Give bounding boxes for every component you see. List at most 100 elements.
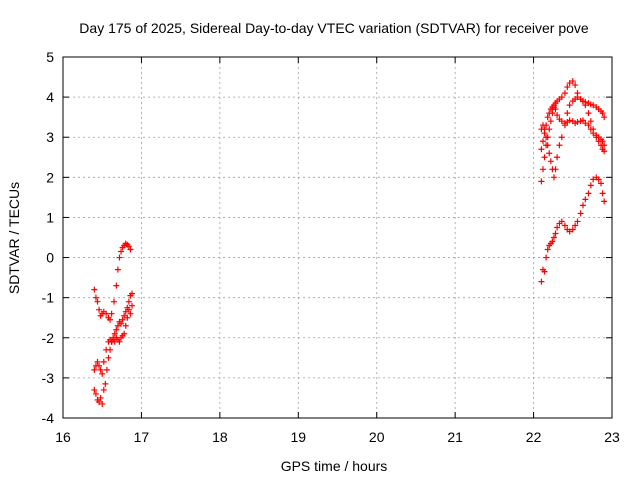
data-point	[96, 362, 103, 369]
data-point	[541, 154, 548, 161]
data-point	[97, 366, 104, 373]
data-point	[99, 400, 106, 407]
data-point	[585, 190, 592, 197]
data-point	[118, 320, 125, 327]
data-point	[561, 90, 568, 97]
x-tick-label: 16	[55, 429, 71, 445]
data-point	[102, 380, 109, 387]
y-tick-label: -3	[42, 370, 55, 386]
data-point	[574, 94, 581, 101]
data-point	[107, 316, 114, 323]
data-point	[127, 246, 134, 253]
data-point	[556, 142, 563, 149]
data-point	[539, 122, 546, 129]
data-point	[544, 114, 551, 121]
data-point	[601, 114, 608, 121]
data-point	[564, 110, 571, 117]
data-point	[572, 82, 579, 89]
data-point	[566, 80, 573, 87]
data-point	[99, 370, 106, 377]
data-point	[125, 243, 132, 250]
plot-frame	[62, 56, 613, 419]
data-point	[114, 266, 121, 273]
data-point	[92, 294, 99, 301]
data-point	[121, 330, 128, 337]
data-point	[125, 298, 132, 305]
data-point	[601, 148, 608, 155]
data-point	[552, 106, 559, 113]
data-point	[121, 312, 128, 319]
data-point	[564, 84, 571, 91]
data-point	[574, 118, 581, 125]
data-point	[577, 210, 584, 217]
data-point	[543, 254, 550, 261]
data-point	[590, 102, 597, 109]
data-point	[108, 310, 115, 317]
data-point	[103, 310, 110, 317]
data-point	[554, 154, 561, 161]
x-tick-label: 17	[134, 429, 150, 445]
data-point	[547, 118, 554, 125]
y-tick-label: 5	[46, 49, 54, 65]
data-point	[100, 358, 107, 365]
y-tick-label: 2	[46, 169, 54, 185]
x-axis-label: GPS time / hours	[281, 458, 388, 474]
x-tick-label: 22	[526, 429, 542, 445]
data-point	[110, 298, 117, 305]
chart-title: Day 175 of 2025, Sidereal Day-to-day VTE…	[79, 20, 589, 36]
data-point	[122, 322, 129, 329]
data-point	[105, 354, 112, 361]
data-point	[91, 286, 98, 293]
data-point	[129, 290, 136, 297]
data-point	[544, 246, 551, 253]
data-point	[127, 310, 134, 317]
data-point	[107, 346, 114, 353]
data-point	[116, 338, 123, 345]
data-point	[561, 122, 568, 129]
y-tick-label: 3	[46, 129, 54, 145]
data-point	[111, 330, 118, 337]
data-point	[539, 138, 546, 145]
data-point	[566, 228, 573, 235]
data-point	[541, 268, 548, 275]
data-point	[558, 218, 565, 225]
grid-lines	[63, 57, 612, 418]
data-point	[91, 386, 98, 393]
data-point	[96, 306, 103, 313]
data-point	[569, 226, 576, 233]
data-point	[122, 308, 129, 315]
data-point	[550, 102, 557, 109]
data-point	[587, 118, 594, 125]
data-point	[585, 122, 592, 129]
data-point	[92, 390, 99, 397]
data-point	[585, 110, 592, 117]
data-point	[544, 142, 551, 149]
data-point	[599, 110, 606, 117]
data-point	[590, 176, 597, 183]
data-point	[579, 202, 586, 209]
data-point	[599, 190, 606, 197]
data-point	[541, 126, 548, 133]
data-point	[601, 198, 608, 205]
data-point	[125, 306, 132, 313]
data-point	[558, 118, 565, 125]
y-tick-label: -4	[42, 410, 55, 426]
x-tick-label: 21	[447, 429, 463, 445]
data-point	[96, 398, 103, 405]
data-point	[598, 142, 605, 149]
data-point	[587, 182, 594, 189]
data-point	[113, 282, 120, 289]
data-point	[94, 358, 101, 365]
data-point	[574, 218, 581, 225]
y-tick-label: 0	[46, 250, 54, 266]
data-point	[595, 138, 602, 145]
y-axis-label: SDTVAR / TECUs	[6, 182, 22, 294]
data-point	[566, 102, 573, 109]
data-point	[582, 120, 589, 127]
data-point	[116, 254, 123, 261]
data-point	[113, 326, 120, 333]
data-point	[582, 196, 589, 203]
data-point	[124, 314, 131, 321]
